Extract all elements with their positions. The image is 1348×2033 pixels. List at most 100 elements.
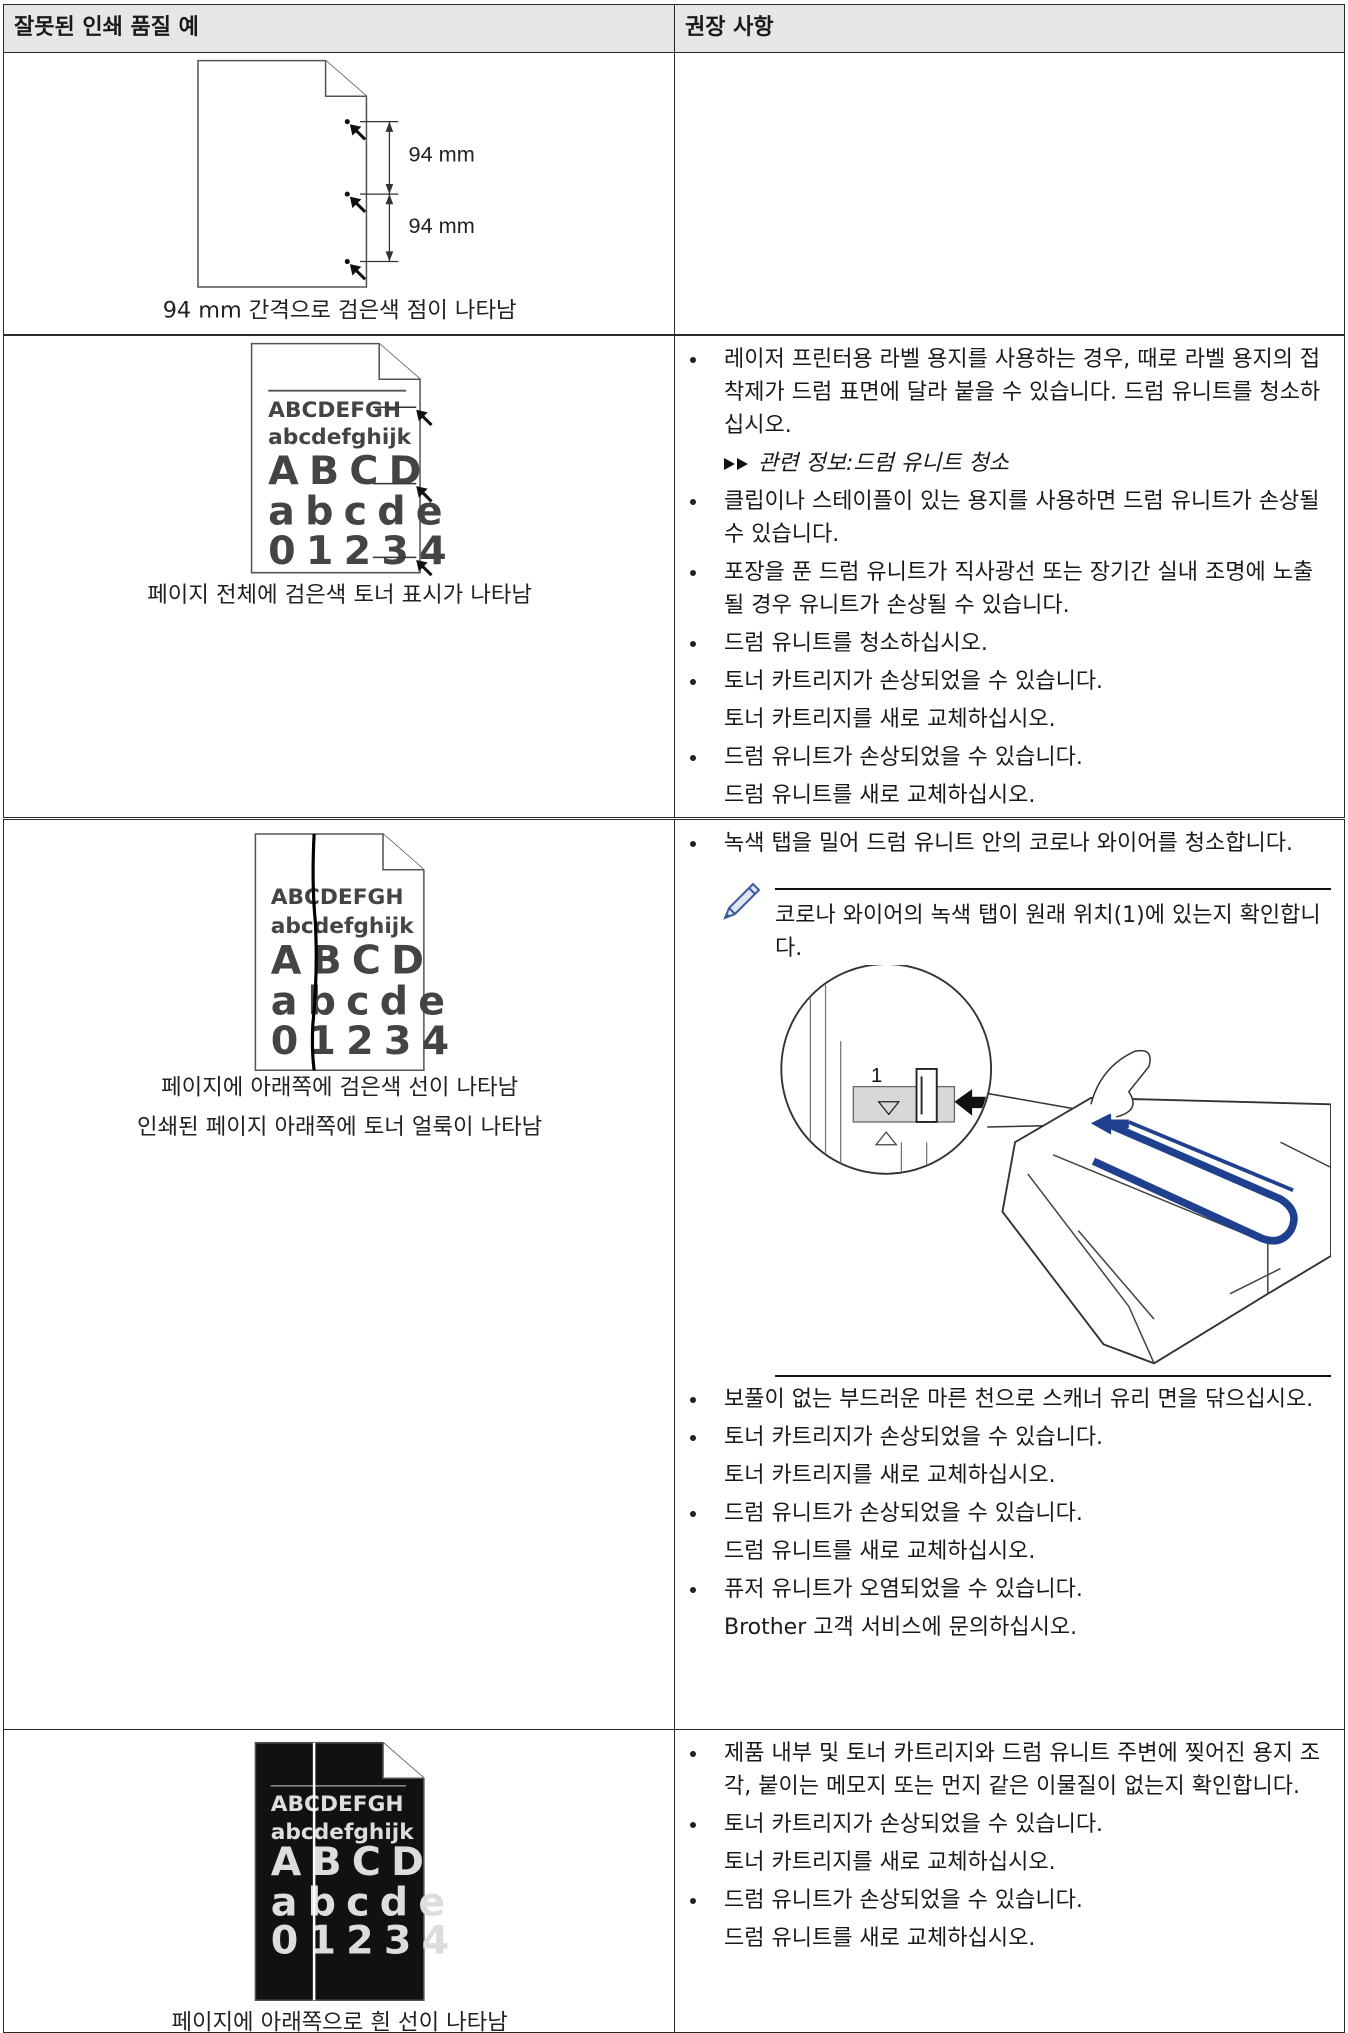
blue-track [1091, 1119, 1298, 1245]
caption: 인쇄된 페이지 아래쪽에 토너 얼룩이 나타남 [137, 1114, 542, 1140]
sample-text: 01234 [271, 1918, 460, 1964]
bullet [690, 641, 696, 647]
list-item: 클립이나 스테이플이 있는 용지를 사용하면 드럼 유니트가 손상될 수 있습니… [675, 485, 1331, 551]
pointer-arrow-head [416, 486, 428, 498]
bullet [690, 1435, 696, 1441]
item-text: 퓨저 유니트가 오염되었을 수 있습니다. [724, 1577, 1083, 1602]
sample-text: 01234 [268, 528, 457, 574]
list-item: 드럼 유니트를 청소하십시오. [675, 627, 1331, 660]
dimension-arrow [385, 251, 394, 262]
pointer-arrow-head [349, 264, 362, 276]
sample-text: abcde [268, 489, 453, 535]
sample-text: ABCDEFGH [271, 885, 404, 910]
example-cell: ABCDEFGH abcdefghijk ABCD abcde 01234 페이지에 아래… [3, 819, 675, 1730]
zoom-circle [780, 965, 992, 1175]
caption: 페이지에 아래쪽에 검은색 선이 나타남 [161, 1075, 518, 1101]
sample-text: ABCDEFGH [271, 1792, 404, 1817]
sample-text: abcdefghijk [268, 425, 412, 450]
callout: 1 [871, 1065, 882, 1087]
item-text: 클립이나 스테이플이 있는 용지를 사용하면 드럼 유니트가 손상될 수 있습니… [724, 489, 1320, 547]
item-subtext: 토너 카트리지를 새로 교체하십시오. [724, 707, 1056, 732]
dimension-arrow [385, 121, 394, 132]
list-item: 녹색 탭을 밀어 드럼 유니트 안의 코로나 와이어를 청소합니다. 코로나 와이… [675, 827, 1331, 1377]
dimension-label: 94 mm [409, 213, 475, 238]
sample-text: 01234 [271, 1018, 460, 1064]
recommendation-cell [674, 52, 1345, 335]
mark-down [877, 1101, 901, 1116]
rails [809, 965, 928, 1173]
slide-arrow [1090, 1113, 1129, 1135]
list-item: 드럼 유니트가 손상되었을 수 있습니다. 드럼 유니트를 새로 교체하십시오. [675, 741, 1331, 812]
item-text: 토너 카트리지가 손상되었을 수 있습니다. [724, 1812, 1104, 1837]
bullet [690, 679, 696, 685]
list-item: 토너 카트리지가 손상되었을 수 있습니다. 토너 카트리지를 새로 교체하십시오… [675, 1421, 1331, 1492]
item-subtext: 토너 카트리지를 새로 교체하십시오. [724, 1850, 1056, 1875]
list-item: 드럼 유니트가 손상되었을 수 있습니다. 드럼 유니트를 새로 교체하십시오. [675, 1497, 1331, 1568]
hand [1090, 1049, 1151, 1118]
pencil [723, 882, 761, 920]
list-item: 퓨저 유니트가 오염되었을 수 있습니다. Brother 고객 서비스에 문의하… [675, 1573, 1331, 1644]
list-item: 드럼 유니트가 손상되었을 수 있습니다. 드럼 유니트를 새로 교체하십시오. [675, 1884, 1331, 1955]
item-text: 드럼 유니트를 청소하십시오. [724, 631, 988, 656]
bullet [690, 499, 696, 505]
toner-dot [344, 119, 350, 125]
pencil-tip [725, 913, 730, 918]
item-text: 보풀이 없는 부드러운 마른 천으로 스캐너 유리 면을 닦으십시오. [724, 1387, 1314, 1412]
item-text: 제품 내부 및 토너 카트리지와 드럼 유니트 주변에 찢어진 용지 조각, 붙… [724, 1741, 1321, 1799]
recommendation-cell: 녹색 탭을 밀어 드럼 유니트 안의 코로나 와이어를 청소합니다. 코로나 와이… [674, 819, 1345, 1730]
list-item: 보풀이 없는 부드러운 마른 천으로 스캐너 유리 면을 닦으십시오. [675, 1383, 1331, 1416]
list-item: 토너 카트리지가 손상되었을 수 있습니다. 토너 카트리지를 새로 교체하십시오… [675, 1808, 1331, 1879]
sample-page [197, 59, 368, 288]
page-fold [378, 343, 421, 381]
mark-up [874, 1131, 898, 1146]
sample-text: ABCD [271, 1839, 434, 1885]
zoom-content: 1 [809, 965, 990, 1173]
item-subtext: 드럼 유니트를 새로 교체하십시오. [724, 783, 1036, 808]
item-text: 포장을 푼 드럼 유니트가 직사광선 또는 장기간 실내 조명에 노출될 경우 … [724, 560, 1314, 618]
caption: 94 mm 간격으로 검은색 점이 나타남 [163, 298, 517, 324]
item-subtext: Brother 고객 서비스에 문의하십시오. [724, 1615, 1078, 1640]
recommendation-cell: 제품 내부 및 토너 카트리지와 드럼 유니트 주변에 찢어진 용지 조각, 붙… [674, 1729, 1345, 2033]
caption: 페이지에 아래쪽으로 흰 선이 나타남 [171, 2010, 507, 2032]
example-cell: ABCDEFGH abcdefghijk ABCD abcde 01234 페이지에 아래… [3, 1729, 675, 2033]
pointer-arrow-head [416, 409, 428, 422]
sample-text: abcde [271, 978, 456, 1024]
item-text: 드럼 유니트가 손상되었을 수 있습니다. [724, 745, 1083, 770]
sample-text: abcdefghijk [271, 914, 414, 939]
push-arrow [954, 1089, 990, 1116]
bullet [690, 1397, 696, 1403]
bullet [690, 1751, 696, 1757]
bullet [690, 357, 696, 363]
pointer-arrow-head [349, 124, 362, 136]
green-tab [915, 1067, 938, 1123]
header-cell: 권장 사항 [674, 4, 1345, 53]
example-cell: 94 mm 94 mm 94 mm 간격으로 검은색 점이 나타남 [3, 52, 675, 335]
toner-dot [344, 258, 350, 265]
tab-slot [852, 1085, 956, 1123]
item-text: 드럼 유니트가 손상되었을 수 있습니다. [724, 1501, 1083, 1526]
example-figure: 94 mm 94 mm 94 mm 간격으로 검은색 점이 나타남 [163, 59, 517, 324]
sample-text: ABCD [268, 448, 431, 494]
sample-text: ABCDEFGH [268, 398, 401, 423]
link-arrow [724, 458, 735, 470]
corona-wire-illustration: 1 [780, 965, 1331, 1365]
pencil-icon [723, 882, 761, 920]
link-arrow [737, 458, 748, 470]
list-item: 레이저 프린터용 라벨 용지를 사용하는 경우, 때로 라벨 용지의 접착제가 … [675, 343, 1331, 480]
bullet [690, 1511, 696, 1517]
item-subtext: 토너 카트리지를 새로 교체하십시오. [724, 1463, 1056, 1488]
item-text: 토너 카트리지가 손상되었을 수 있습니다. [724, 669, 1104, 694]
sample-page [254, 833, 425, 1071]
vertical-streak [310, 833, 318, 1071]
bullet [690, 841, 696, 847]
link-text[interactable]: 관련 정보:드럼 유니트 청소 [758, 451, 1010, 476]
caption: 페이지 전체에 검은색 토너 표시가 나타남 [147, 582, 532, 608]
blue-track-inner [1128, 1120, 1294, 1192]
item-text: 레이저 프린터용 라벨 용지를 사용하는 경우, 때로 라벨 용지의 접착제가 … [724, 347, 1321, 438]
note: 코로나 와이어의 녹색 탭이 원래 위치(1)에 있는지 확인합니다. 1 [723, 882, 1331, 1377]
dimension-label: 94 mm [409, 142, 475, 167]
